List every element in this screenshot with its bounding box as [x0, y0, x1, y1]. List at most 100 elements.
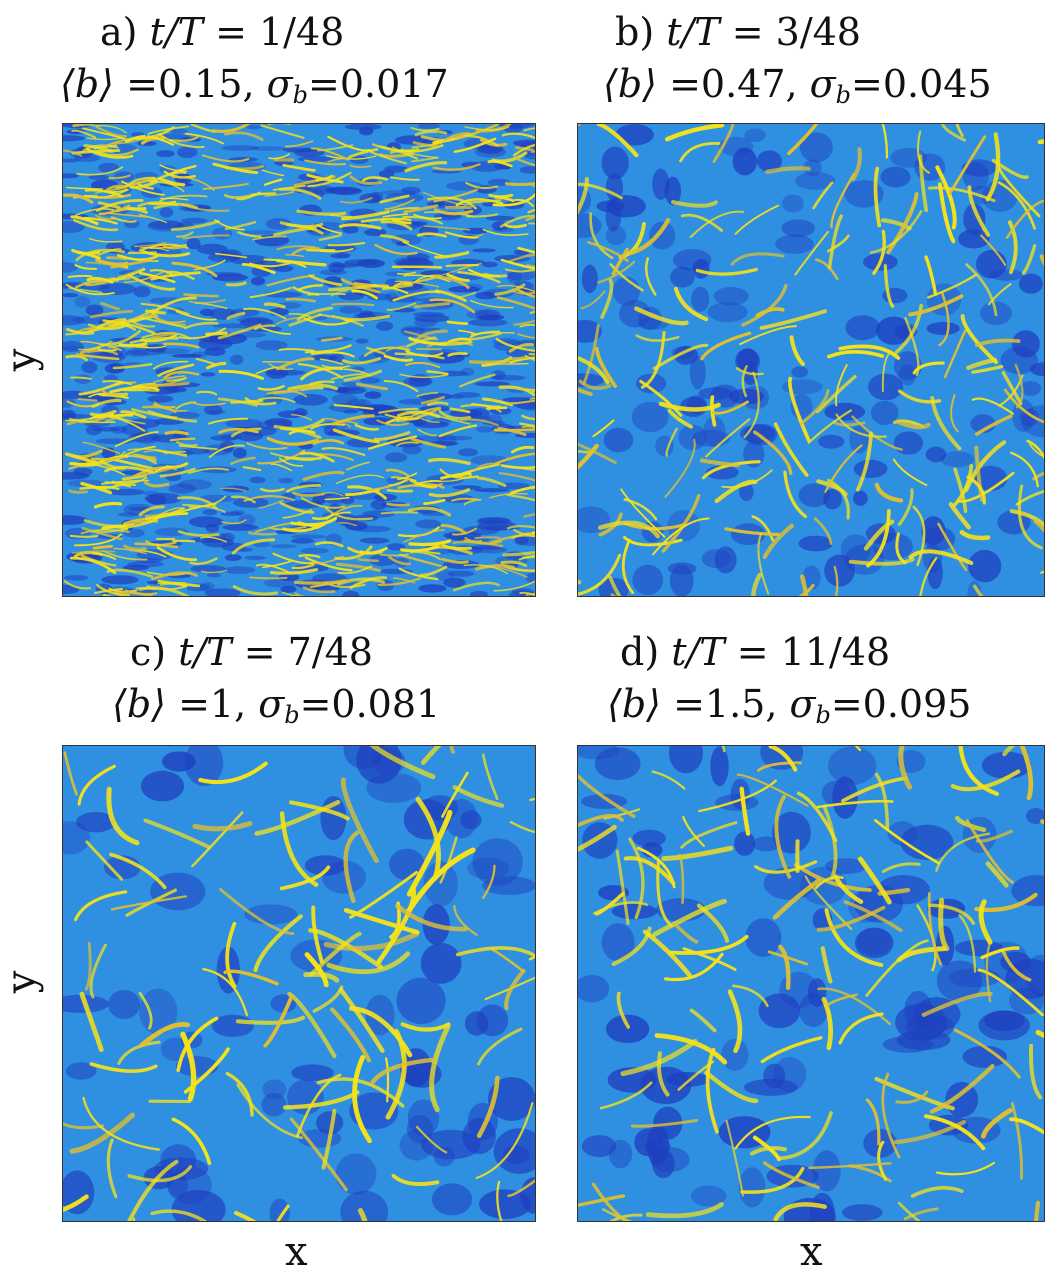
dark-cell	[200, 309, 214, 316]
bright-ridge	[129, 253, 156, 254]
dark-cell	[899, 364, 916, 386]
dark-cell	[612, 904, 658, 920]
dark-cell	[791, 366, 808, 377]
dark-cell	[453, 392, 480, 398]
bright-ridge	[388, 504, 409, 505]
dark-cell	[745, 918, 781, 957]
dark-cell	[343, 410, 358, 414]
dark-cell	[606, 1015, 649, 1043]
dark-cell	[298, 156, 333, 162]
dark-cell	[384, 166, 408, 173]
dark-cell	[162, 751, 196, 771]
dark-cell	[465, 1011, 489, 1035]
dark-cell	[330, 253, 350, 258]
dark-cell	[261, 1093, 286, 1117]
dark-cell	[189, 516, 224, 527]
dark-cell	[74, 296, 90, 307]
panel-d-title-line1: d) t/T = 11/48	[620, 630, 890, 674]
dark-cell	[692, 430, 730, 447]
dark-cell	[460, 810, 481, 829]
dark-cell	[133, 286, 150, 297]
dark-cell	[251, 277, 265, 286]
dark-cell	[207, 573, 221, 578]
dark-cell	[291, 535, 327, 539]
dark-cell	[1012, 330, 1040, 357]
dark-cell	[414, 318, 437, 327]
dark-cell	[399, 260, 419, 271]
bright-ridge	[78, 399, 96, 400]
dark-cell	[609, 1140, 632, 1169]
dark-cell	[782, 195, 804, 213]
dark-cell	[225, 554, 242, 561]
dark-cell	[160, 207, 174, 217]
dark-cell	[773, 1057, 806, 1092]
dark-cell	[371, 500, 387, 510]
bright-ridge	[71, 464, 93, 465]
dark-cell	[461, 368, 475, 376]
dark-cell	[472, 248, 495, 252]
bright-ridge	[70, 491, 87, 492]
bright-ridge	[99, 350, 116, 351]
dark-cell	[990, 269, 1024, 281]
dark-cell	[632, 565, 663, 595]
dark-cell	[597, 200, 625, 212]
dark-cell	[267, 370, 305, 376]
dark-cell	[271, 544, 296, 548]
dark-cell	[250, 146, 287, 151]
dark-cell	[733, 148, 757, 176]
dark-cell	[432, 1183, 472, 1215]
dark-cell	[336, 1154, 377, 1195]
bright-ridge	[71, 536, 98, 537]
bright-ridge	[166, 432, 187, 434]
panel-c-title-line1: c) t/T = 7/48	[130, 630, 373, 674]
dark-cell	[278, 478, 293, 484]
x-axis-label-right: x	[800, 1232, 823, 1272]
y-axis-label-top: y	[1, 349, 41, 372]
dark-cell	[476, 426, 493, 432]
dark-cell	[463, 228, 488, 234]
dark-cell	[244, 556, 266, 560]
dark-cell	[356, 339, 369, 344]
dark-cell	[818, 435, 844, 449]
dark-cell	[278, 410, 305, 418]
bright-ridge	[74, 124, 93, 126]
dark-cell	[443, 578, 465, 588]
dark-cell	[507, 272, 521, 284]
dark-cell	[365, 391, 382, 399]
dark-cell	[359, 126, 373, 135]
dark-cell	[198, 338, 232, 350]
dark-cell	[968, 550, 1001, 582]
dark-cell	[141, 771, 184, 802]
bright-ridge	[475, 537, 499, 538]
dark-cell	[475, 146, 506, 157]
bright-ridge	[490, 195, 512, 196]
dark-cell	[846, 315, 881, 340]
dark-cell	[107, 489, 144, 496]
field-map-b	[577, 123, 1045, 597]
dark-cell	[231, 510, 245, 515]
dark-cell	[118, 512, 139, 516]
dark-cell	[742, 386, 769, 410]
dark-cell	[230, 355, 243, 365]
field-texture-c	[63, 746, 535, 1221]
dark-cell	[360, 377, 380, 383]
dark-cell	[197, 244, 228, 255]
panel-a-title-line2: ⟨b⟩ =0.15, σb=0.017	[60, 62, 449, 117]
dark-cell	[926, 447, 947, 463]
dark-cell	[775, 235, 814, 254]
dark-cell	[418, 584, 446, 592]
dark-cell	[479, 1189, 531, 1219]
dark-cell	[223, 524, 259, 531]
dark-cell	[204, 405, 222, 415]
dark-cell	[474, 488, 509, 492]
dark-cell	[168, 1166, 212, 1204]
dark-cell	[853, 491, 868, 506]
field-map-c	[62, 745, 536, 1222]
dark-cell	[868, 374, 903, 401]
dark-cell	[301, 548, 329, 554]
dark-cell	[64, 575, 89, 581]
dark-cell	[666, 1072, 709, 1087]
dark-cell	[187, 238, 201, 249]
dark-cell	[691, 287, 709, 312]
bright-ridge	[447, 265, 478, 266]
